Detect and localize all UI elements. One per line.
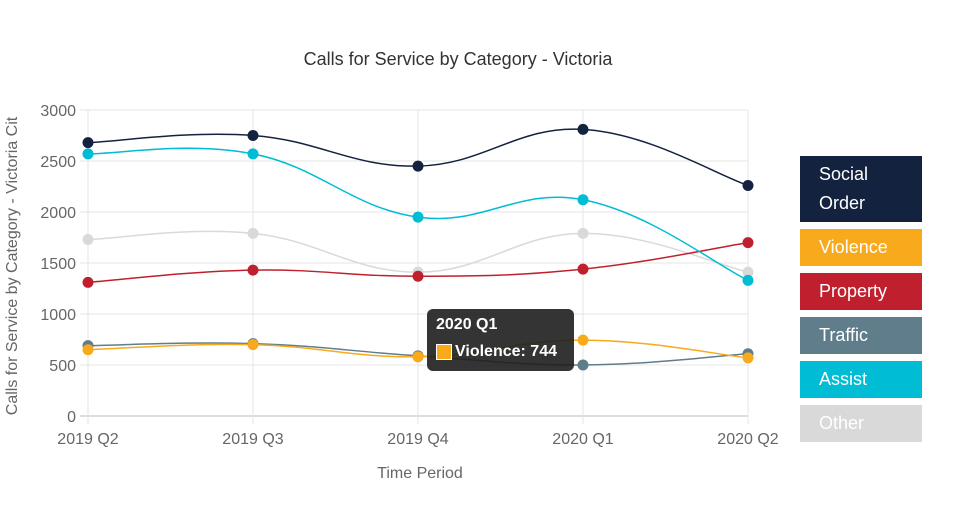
data-point-assist (412, 211, 424, 223)
x-tick-label: 2019 Q4 (387, 431, 448, 448)
chart-title: Calls for Service by Category - Victoria (304, 49, 614, 69)
data-point-property (577, 263, 589, 275)
x-tick-label: 2019 Q3 (222, 431, 283, 448)
legend: Social Order Violence Property Traffic Assis… (800, 156, 922, 442)
data-point-property (247, 264, 259, 276)
legend-item-property[interactable]: Property (800, 273, 922, 310)
tooltip-label: Violence: 744 (455, 343, 557, 360)
y-tick-label: 500 (49, 358, 76, 375)
data-point-property (742, 237, 754, 249)
data-point-assist (82, 148, 94, 160)
data-point-social-order (742, 179, 754, 191)
data-point-property (412, 270, 424, 282)
data-point-social-order (82, 137, 94, 149)
data-point-other (742, 266, 754, 278)
data-point-other (82, 234, 94, 246)
data-point-assist (742, 274, 754, 286)
x-tick-label: 2020 Q1 (552, 431, 613, 448)
x-tick-label: 2020 Q2 (717, 431, 778, 448)
data-point-violence (742, 352, 754, 364)
y-tick-label: 2000 (40, 205, 76, 222)
legend-item-traffic[interactable]: Traffic (800, 317, 922, 354)
y-tick-label: 3000 (40, 103, 76, 120)
tooltip-swatch (436, 344, 452, 360)
legend-item-violence[interactable]: Violence (800, 229, 922, 266)
data-point-violence (412, 351, 424, 363)
data-point-assist (577, 194, 589, 206)
x-axis-label: Time Period (377, 465, 463, 482)
y-tick-label: 0 (67, 409, 76, 426)
data-point-property (82, 276, 94, 288)
legend-item-social-order[interactable]: Social Order (800, 156, 922, 222)
data-point-violence (82, 344, 94, 356)
data-point-violence (247, 339, 259, 351)
data-point-social-order (247, 130, 259, 141)
y-tick-label: 1000 (40, 307, 76, 324)
data-point-traffic (577, 359, 589, 371)
y-tick-label: 2500 (40, 154, 76, 171)
data-point-assist (247, 148, 259, 160)
y-axis-label: Calls for Service by Category - Victoria… (4, 116, 21, 415)
x-tick-label: 2019 Q2 (57, 431, 118, 448)
y-tick-label: 1500 (40, 256, 76, 273)
legend-item-other[interactable]: Other (800, 405, 922, 442)
tooltip-title: 2020 Q1 (436, 316, 498, 333)
data-point-other (577, 227, 589, 239)
legend-item-assist[interactable]: Assist (800, 361, 922, 398)
data-point-violence (577, 334, 589, 346)
data-point-social-order (577, 123, 589, 135)
data-point-social-order (412, 160, 424, 172)
data-point-other (247, 227, 259, 239)
tooltip: 2020 Q1 Violence: 744 (427, 309, 574, 371)
